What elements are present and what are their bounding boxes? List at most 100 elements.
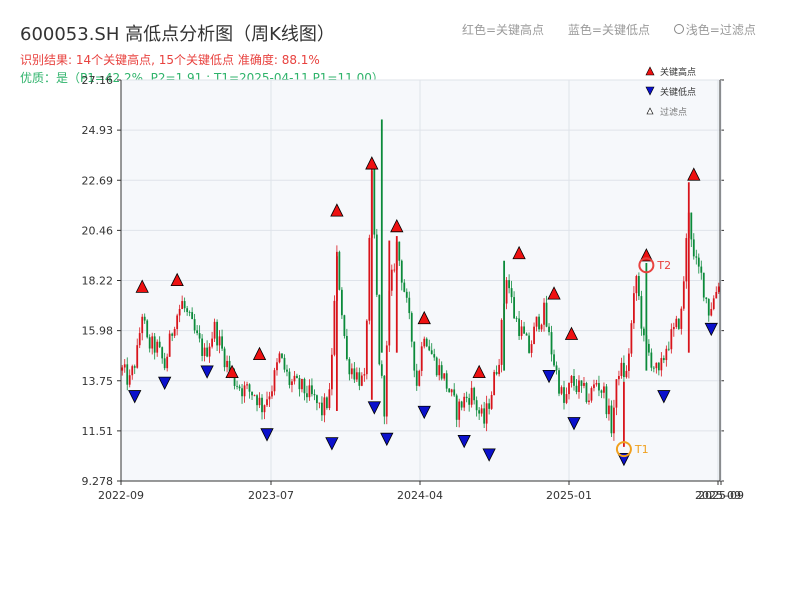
candle-body xyxy=(545,302,548,327)
candle-body xyxy=(278,353,281,363)
candle-body xyxy=(563,387,565,403)
candle-body xyxy=(350,368,353,375)
candle-body xyxy=(500,319,503,365)
candle-body xyxy=(488,403,491,409)
key-low-marker xyxy=(158,376,172,391)
legend-red-label: 红色=关键高点 xyxy=(462,23,545,37)
candle-body xyxy=(148,337,151,349)
candle-body xyxy=(635,276,638,294)
candle-body xyxy=(128,375,131,385)
candle-body xyxy=(515,318,518,320)
legend-filtered-icon xyxy=(646,107,654,115)
top-legend: 红色=关键高点 蓝色=关键低点 浅色=过滤点 xyxy=(462,21,776,38)
candle-body xyxy=(141,316,144,334)
candle-body xyxy=(166,356,169,369)
x-tick-label: 2025-01 xyxy=(546,489,592,502)
x-tick-label: 2024-04 xyxy=(397,489,443,502)
candle-body xyxy=(258,397,261,406)
candle-body xyxy=(408,297,411,314)
candle-body xyxy=(692,239,695,257)
candle-body xyxy=(326,397,328,409)
candle-body xyxy=(535,316,538,327)
candle-body xyxy=(238,386,241,389)
candle-body xyxy=(677,318,680,329)
candle-body xyxy=(146,320,149,338)
candle-body xyxy=(236,385,238,387)
candle-body xyxy=(610,405,613,434)
candle-body xyxy=(243,385,246,397)
candle-body xyxy=(151,336,154,349)
candle-body xyxy=(418,370,421,386)
candle-body xyxy=(296,375,298,379)
candle-body xyxy=(253,395,256,397)
legend-low-icon xyxy=(645,86,655,96)
key-low-marker xyxy=(704,322,718,337)
candle-body xyxy=(206,347,209,357)
candle-body xyxy=(707,299,710,316)
candle-body xyxy=(303,378,306,394)
annotation-circle xyxy=(638,257,655,274)
candle-body xyxy=(660,358,663,371)
key-high-marker xyxy=(135,279,149,293)
candle-body xyxy=(555,365,558,371)
chart-title: 600053.SH 高低点分析图（周K线图） xyxy=(20,24,335,45)
y-tick-label: 27.16 xyxy=(82,74,114,87)
key-low-marker xyxy=(367,401,381,415)
y-tick-label: 15.98 xyxy=(82,325,114,338)
candle-body xyxy=(395,236,398,353)
candle-body xyxy=(560,387,563,394)
candle-body xyxy=(463,396,466,408)
candle-body xyxy=(690,212,693,240)
candle-body xyxy=(380,119,383,353)
key-high-marker xyxy=(390,218,404,233)
candle-body xyxy=(328,389,331,409)
candle-body xyxy=(301,378,303,390)
candle-body xyxy=(480,408,483,414)
candle-body xyxy=(603,386,605,393)
candle-body xyxy=(318,402,321,404)
candle-body xyxy=(143,316,146,321)
candle-body xyxy=(685,238,688,282)
candle-body xyxy=(473,387,476,401)
legend-entry-label: 关键高点 xyxy=(660,66,696,78)
candle-body xyxy=(475,400,478,411)
candle-body xyxy=(313,394,316,396)
candle-body xyxy=(400,260,403,283)
candle-body xyxy=(695,256,698,258)
candle-body xyxy=(228,360,231,371)
key-high-marker xyxy=(225,364,239,378)
candle-body xyxy=(178,308,181,316)
candle-body xyxy=(525,333,528,336)
candle-body xyxy=(273,370,276,392)
candle-body xyxy=(573,375,575,386)
key-high-marker xyxy=(512,245,526,260)
candle-body xyxy=(510,288,513,298)
candle-body xyxy=(642,328,645,336)
candle-body xyxy=(256,395,258,406)
candle-body xyxy=(558,370,560,394)
x-tick-label: 2022-09 xyxy=(98,489,144,502)
candle-body xyxy=(221,336,223,349)
candle-body xyxy=(375,234,378,295)
candle-body xyxy=(647,343,650,353)
candle-body xyxy=(153,336,156,353)
candle-body xyxy=(415,370,418,386)
legend-high-icon xyxy=(645,66,655,76)
key-low-marker xyxy=(567,417,581,431)
candle-body xyxy=(620,362,623,376)
candle-body xyxy=(420,346,423,371)
y-tick-label: 18.22 xyxy=(82,275,114,288)
candle-body xyxy=(608,405,610,415)
candle-body xyxy=(568,383,570,395)
candle-body xyxy=(540,324,543,330)
key-low-marker xyxy=(482,448,496,462)
candle-body xyxy=(126,364,129,385)
candle-body xyxy=(343,315,346,336)
candle-body xyxy=(266,399,268,406)
candle-body xyxy=(333,300,336,355)
key-low-marker xyxy=(260,428,274,442)
candle-body xyxy=(528,335,530,353)
candle-body xyxy=(176,315,179,330)
candle-body xyxy=(715,291,718,299)
candle-body xyxy=(590,388,593,401)
